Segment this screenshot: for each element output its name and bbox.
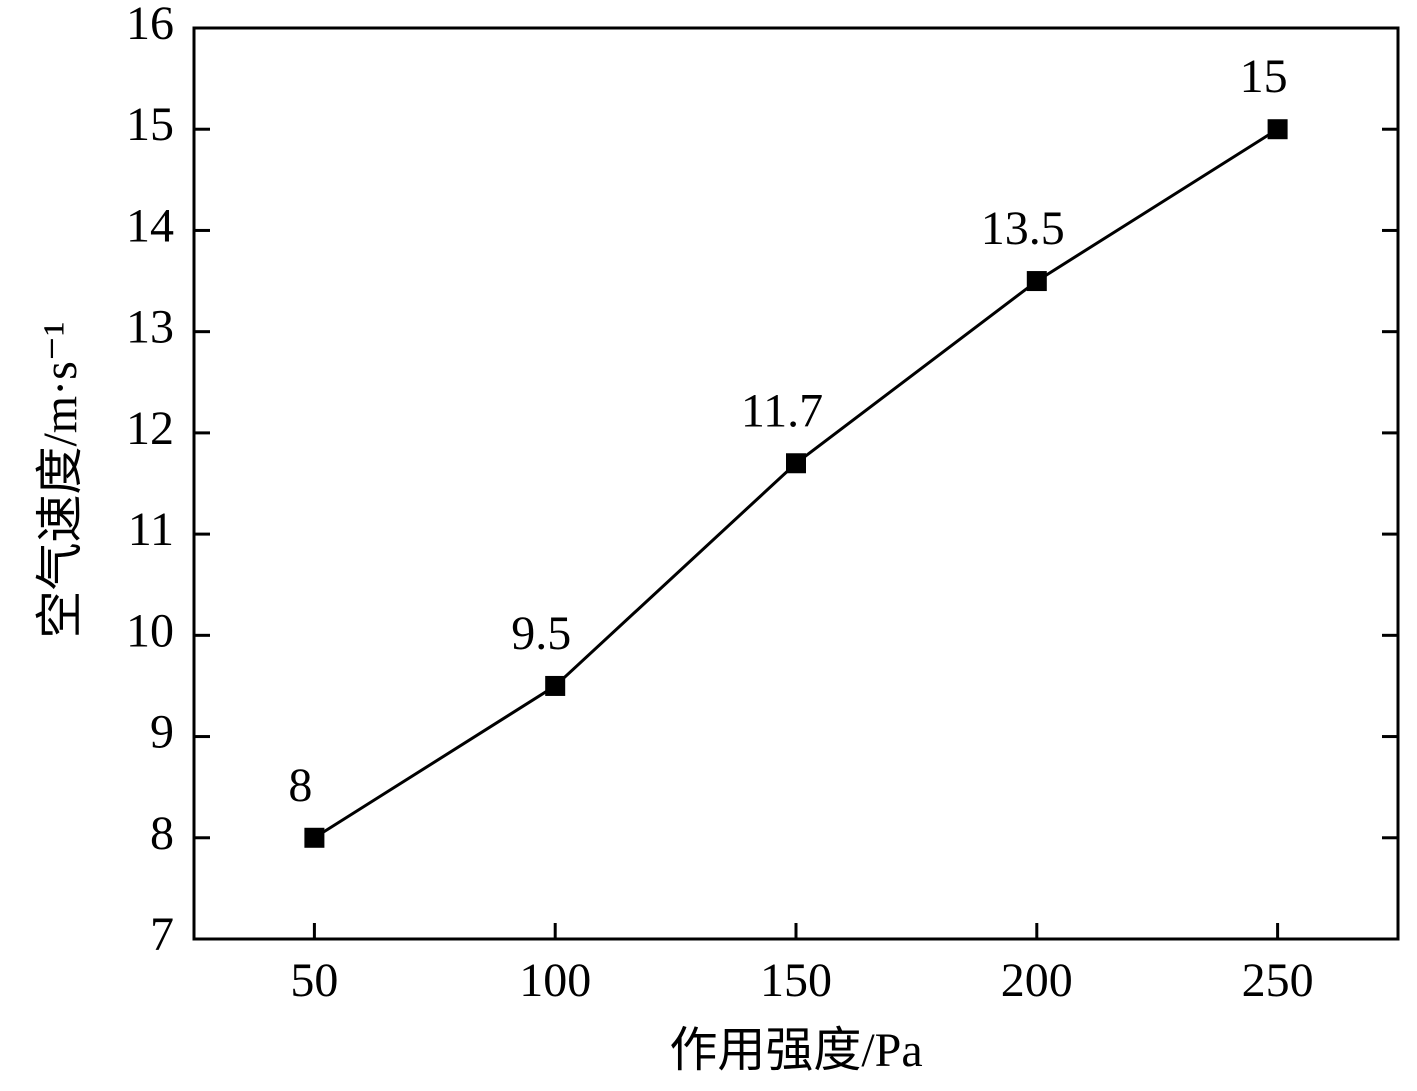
y-axis-label: 空气速度/m·s⁻¹: [34, 321, 87, 638]
y-tick-label: 15: [126, 98, 174, 151]
data-marker: [1267, 119, 1288, 140]
data-marker: [304, 827, 325, 848]
plot-frame: [192, 26, 1400, 941]
data-label: 15: [1240, 50, 1288, 103]
x-axis-label: 作用强度/Pa: [669, 1024, 922, 1077]
y-tick-label: 9: [150, 706, 174, 759]
x-tick-label: 250: [1242, 954, 1314, 1007]
data-marker: [786, 453, 806, 474]
data-label: 8: [288, 759, 312, 812]
y-tick-label: 13: [126, 301, 174, 354]
data-label: 11.7: [741, 384, 823, 437]
y-tick-label: 10: [126, 604, 174, 657]
y-tick-label: 7: [150, 908, 174, 961]
y-tick-label: 16: [126, 0, 174, 50]
x-tick-label: 150: [760, 954, 832, 1007]
x-tick-label: 50: [290, 954, 338, 1007]
x-tick-label: 200: [1001, 954, 1073, 1007]
y-tick-label: 12: [126, 402, 174, 455]
data-marker: [1026, 271, 1047, 292]
y-tick-label: 14: [126, 199, 174, 252]
data-marker: [545, 675, 566, 696]
data-label: 13.5: [981, 202, 1065, 255]
y-tick-label: 8: [150, 807, 174, 860]
x-tick-label: 100: [519, 954, 591, 1007]
data-label: 9.5: [511, 607, 571, 660]
data-line: [313, 127, 1279, 840]
y-tick-label: 11: [128, 503, 174, 556]
